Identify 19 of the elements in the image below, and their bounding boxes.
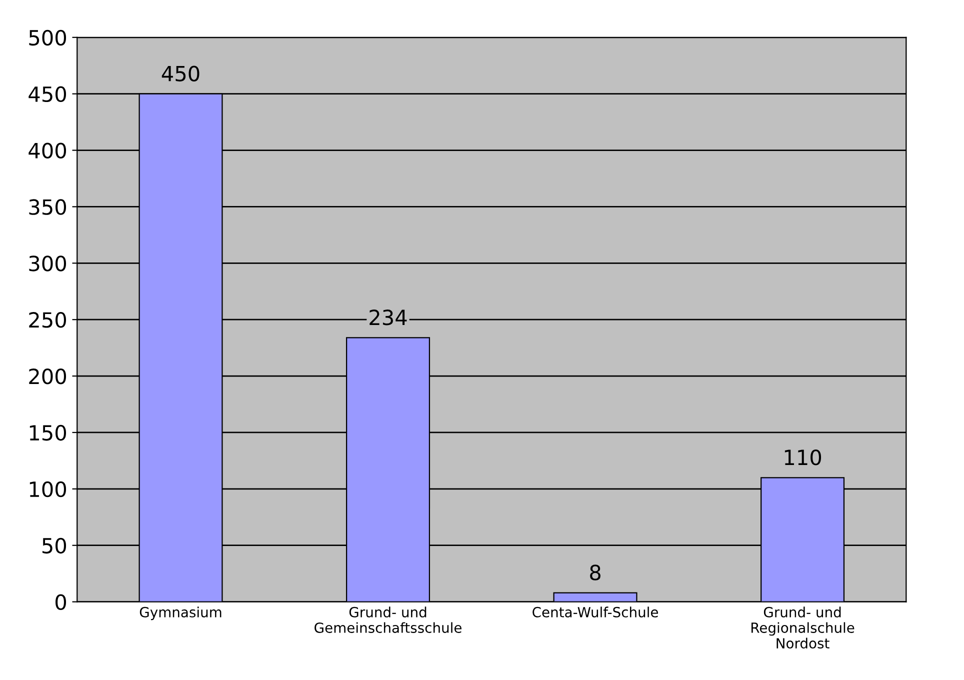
data-label: 234 (370, 310, 407, 326)
y-tick-label: 450 (28, 86, 66, 102)
y-tick-label: 400 (28, 142, 66, 158)
x-tick-label: Centa-Wulf-Schule (532, 606, 658, 618)
x-tick-label: Gymnasium (140, 606, 222, 620)
y-tick-label: 250 (29, 312, 66, 328)
y-tick-label: 150 (30, 424, 66, 441)
data-label: 450 (162, 66, 200, 82)
data-label: 8 (590, 564, 600, 580)
y-tick-label: 50 (42, 538, 66, 554)
y-tick-label: 500 (29, 30, 66, 46)
y-tick-label: 350 (29, 199, 66, 215)
y-tick-label: 0 (56, 594, 66, 610)
data-label: 110 (784, 450, 822, 466)
x-tick-label: Grund- und Regionalschule Nordost (751, 606, 854, 649)
y-tick-label: 200 (29, 368, 66, 384)
x-tick-label: Grund- und Gemeinschaftsschule (314, 606, 462, 633)
y-tick-label: 100 (30, 481, 66, 498)
y-tick-label: 300 (29, 256, 66, 272)
